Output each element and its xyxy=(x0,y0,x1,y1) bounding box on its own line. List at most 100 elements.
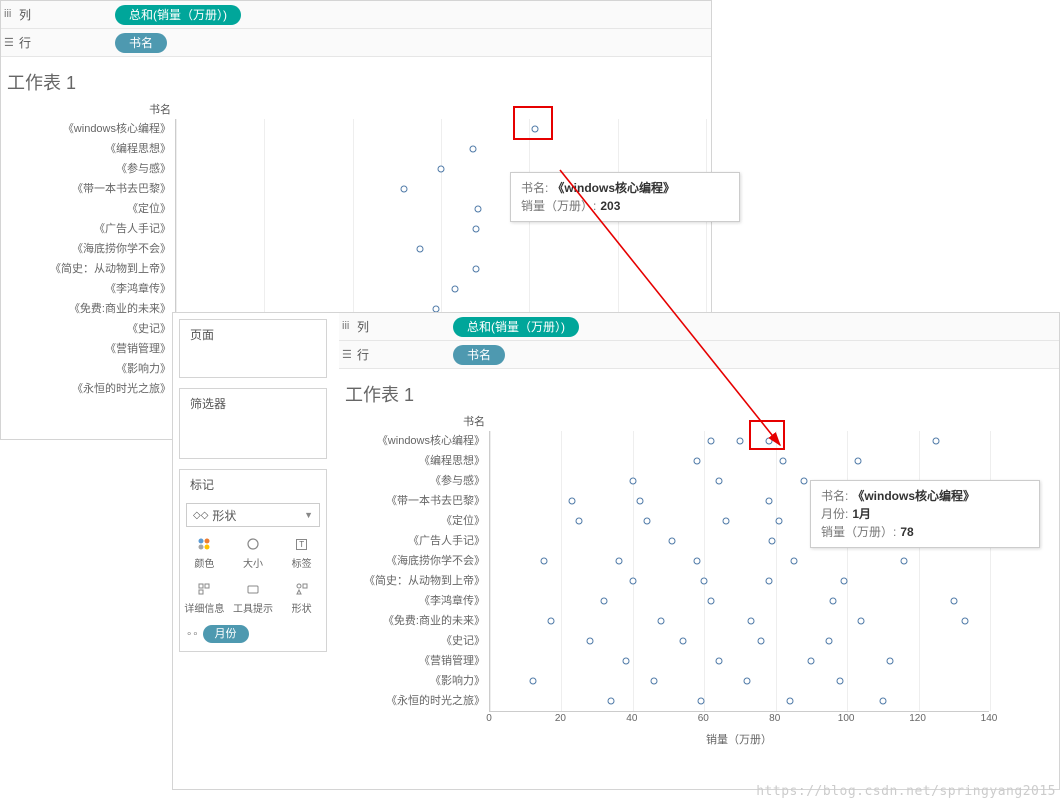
data-marker[interactable] xyxy=(776,518,783,525)
marks-cell-颜色[interactable]: 颜色 xyxy=(180,531,229,576)
data-marker[interactable] xyxy=(901,558,908,565)
data-marker[interactable] xyxy=(587,638,594,645)
data-marker[interactable] xyxy=(622,658,629,665)
data-marker[interactable] xyxy=(694,558,701,565)
data-marker[interactable] xyxy=(637,498,644,505)
data-marker[interactable] xyxy=(758,638,765,645)
y-tick-label: 《影响力》 xyxy=(1,359,175,379)
data-marker[interactable] xyxy=(615,558,622,565)
data-marker[interactable] xyxy=(829,598,836,605)
data-marker[interactable] xyxy=(416,246,423,253)
y-axis-header-2: 书名 xyxy=(339,413,489,431)
marks-cell-形状[interactable]: 形状 xyxy=(277,576,326,621)
data-marker[interactable] xyxy=(601,598,608,605)
rows-shelf-2[interactable]: ☰行 书名 xyxy=(339,341,1059,369)
data-marker[interactable] xyxy=(765,498,772,505)
data-marker[interactable] xyxy=(808,658,815,665)
data-marker[interactable] xyxy=(708,438,715,445)
marks-cell-详细信息[interactable]: 详细信息 xyxy=(180,576,229,621)
data-marker[interactable] xyxy=(569,498,576,505)
y-tick-label: 《定位》 xyxy=(1,199,175,219)
data-marker[interactable] xyxy=(452,286,459,293)
rows-pill-2[interactable]: 书名 xyxy=(453,345,505,365)
data-marker[interactable] xyxy=(879,698,886,705)
data-marker[interactable] xyxy=(854,458,861,465)
data-marker[interactable] xyxy=(469,146,476,153)
shape-icon: ◇◇ xyxy=(193,510,208,521)
filters-card[interactable]: 筛选器 xyxy=(179,388,327,459)
data-marker[interactable] xyxy=(933,438,940,445)
y-tick-label: 《广告人手记》 xyxy=(1,219,175,239)
data-marker[interactable] xyxy=(837,678,844,685)
data-marker[interactable] xyxy=(708,598,715,605)
data-marker[interactable] xyxy=(694,458,701,465)
columns-pill[interactable]: 总和(销量（万册）) xyxy=(115,5,241,25)
data-marker[interactable] xyxy=(951,598,958,605)
chart-detail[interactable]: 书名 《windows核心编程》《编程思想》《参与感》《带一本书去巴黎》《定位》… xyxy=(339,413,1059,773)
data-marker[interactable] xyxy=(697,698,704,705)
data-marker[interactable] xyxy=(962,618,969,625)
marks-type-select[interactable]: ◇◇形状 ▼ xyxy=(186,503,320,527)
y-tick-label: 《李鸿章传》 xyxy=(339,591,489,611)
data-marker[interactable] xyxy=(765,578,772,585)
data-marker[interactable] xyxy=(400,186,407,193)
data-marker[interactable] xyxy=(779,458,786,465)
data-marker[interactable] xyxy=(529,678,536,685)
data-marker[interactable] xyxy=(715,478,722,485)
data-marker[interactable] xyxy=(737,438,744,445)
data-marker[interactable] xyxy=(744,678,751,685)
y-tick-label: 《营销管理》 xyxy=(339,651,489,671)
data-marker[interactable] xyxy=(840,578,847,585)
data-marker[interactable] xyxy=(826,638,833,645)
data-marker[interactable] xyxy=(608,698,615,705)
rows-pill[interactable]: 书名 xyxy=(115,33,167,53)
marks-cell-icon xyxy=(277,580,326,598)
month-pill[interactable]: 月份 xyxy=(203,625,249,643)
marks-cell-大小[interactable]: 大小 xyxy=(229,531,278,576)
data-marker[interactable] xyxy=(701,578,708,585)
data-marker[interactable] xyxy=(858,618,865,625)
data-marker[interactable] xyxy=(547,618,554,625)
data-marker[interactable] xyxy=(801,478,808,485)
data-marker[interactable] xyxy=(473,226,480,233)
data-marker[interactable] xyxy=(790,558,797,565)
x-axis-title: 销量（万册） xyxy=(706,731,772,747)
data-marker[interactable] xyxy=(669,538,676,545)
marks-cell-工具提示[interactable]: 工具提示 xyxy=(229,576,278,621)
data-marker[interactable] xyxy=(651,678,658,685)
data-marker[interactable] xyxy=(629,578,636,585)
data-marker[interactable] xyxy=(787,698,794,705)
marks-cell-标签[interactable]: T标签 xyxy=(277,531,326,576)
data-marker[interactable] xyxy=(747,618,754,625)
y-tick-label: 《windows核心编程》 xyxy=(339,431,489,451)
y-tick-label: 《参与感》 xyxy=(1,159,175,179)
columns-pill-2[interactable]: 总和(销量（万册）) xyxy=(453,317,579,337)
data-marker[interactable] xyxy=(722,518,729,525)
panel-detail: 页面 筛选器 标记 ◇◇形状 ▼ 颜色大小T标签详细信息工具提示形状 ∘∘ 月份… xyxy=(172,312,1060,790)
data-marker[interactable] xyxy=(679,638,686,645)
y-tick-label: 《免费:商业的未来》 xyxy=(339,611,489,631)
data-marker[interactable] xyxy=(629,478,636,485)
data-marker[interactable] xyxy=(576,518,583,525)
columns-shelf-2[interactable]: iii列 总和(销量（万册）) xyxy=(339,313,1059,341)
rows-shelf[interactable]: ☰行 书名 xyxy=(1,29,711,57)
columns-shelf[interactable]: iii列 总和(销量（万册）) xyxy=(1,1,711,29)
y-tick-label: 《营销管理》 xyxy=(1,339,175,359)
x-tick-label: 40 xyxy=(626,713,637,724)
chevron-down-icon: ▼ xyxy=(304,510,313,520)
data-marker[interactable] xyxy=(715,658,722,665)
marks-card[interactable]: 标记 ◇◇形状 ▼ 颜色大小T标签详细信息工具提示形状 ∘∘ 月份 xyxy=(179,469,327,652)
data-marker[interactable] xyxy=(769,538,776,545)
pages-card[interactable]: 页面 xyxy=(179,319,327,378)
data-marker[interactable] xyxy=(438,166,445,173)
data-marker[interactable] xyxy=(473,266,480,273)
data-marker[interactable] xyxy=(644,518,651,525)
data-marker[interactable] xyxy=(475,206,482,213)
marks-cell-icon xyxy=(180,580,229,598)
data-marker[interactable] xyxy=(658,618,665,625)
y-tick-label: 《简史：从动物到上帝》 xyxy=(339,571,489,591)
data-marker[interactable] xyxy=(540,558,547,565)
y-tick-label: 《编程思想》 xyxy=(1,139,175,159)
data-marker[interactable] xyxy=(887,658,894,665)
x-tick-label: 0 xyxy=(486,713,492,724)
